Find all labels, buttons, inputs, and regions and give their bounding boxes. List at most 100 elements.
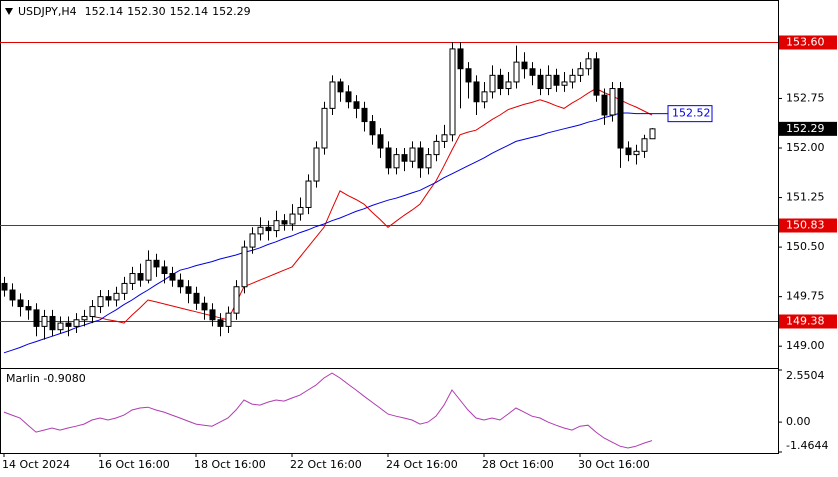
candle-body — [257, 226, 264, 235]
candle-body — [561, 81, 568, 86]
candle-body — [489, 74, 496, 93]
symbol-menu-icon — [5, 8, 13, 15]
candle-body — [465, 68, 472, 83]
candle-body — [145, 259, 152, 281]
candle-body — [401, 154, 408, 162]
ma-label-box — [667, 105, 713, 123]
symbol-title: USDJPY,H4 — [18, 5, 77, 18]
candle-body — [601, 94, 608, 116]
candle-body — [513, 61, 520, 83]
candle-body — [153, 259, 160, 268]
candle-body — [529, 68, 536, 76]
candle-body — [57, 322, 64, 331]
candle-body — [641, 138, 648, 152]
candle-body — [297, 206, 304, 215]
candle-body — [537, 74, 544, 90]
candle-body — [1, 282, 8, 291]
x-tick-label: 30 Oct 16:00 — [578, 458, 650, 471]
candle-body — [593, 58, 600, 96]
candle-body — [425, 154, 432, 169]
candle-body — [49, 315, 56, 331]
candle-body — [329, 81, 336, 109]
candle-body — [241, 246, 248, 288]
y-tick-label: 149.00 — [786, 339, 825, 352]
x-tick-label: 16 Oct 16:00 — [98, 458, 170, 471]
candle-body — [121, 282, 128, 294]
level-label: 153.60 — [786, 36, 825, 49]
y-tick-label: 149.75 — [786, 290, 825, 303]
candle-body — [193, 292, 200, 304]
x-tick-label: 14 Oct 2024 — [2, 458, 70, 471]
candle-body — [105, 296, 112, 301]
candle-body — [633, 150, 640, 156]
ohlc-value: 152.14 — [170, 5, 209, 18]
candle-body — [73, 319, 80, 327]
ohlc-value: 152.29 — [212, 5, 251, 18]
candle-body — [97, 296, 104, 308]
candle-body — [201, 302, 208, 311]
y-tick-label: 2.5504 — [786, 369, 825, 382]
candle-body — [393, 154, 400, 169]
candle-body — [585, 58, 592, 70]
moving-average — [91, 87, 653, 324]
candle-body — [161, 266, 168, 275]
moving-average — [3, 112, 652, 354]
candle-body — [129, 273, 136, 284]
x-tick-label: 28 Oct 16:00 — [482, 458, 554, 471]
candle-body — [497, 74, 504, 90]
indicator-title: Marlin -0.9080 — [6, 372, 86, 385]
candle-body — [449, 48, 456, 136]
y-tick-label: 0.00 — [786, 415, 811, 428]
candle-body — [617, 88, 624, 149]
candle-body — [265, 226, 272, 232]
level-label: 149.38 — [786, 315, 825, 328]
candle-body — [81, 315, 88, 321]
candle-body — [481, 91, 488, 103]
candle-body — [137, 273, 144, 281]
candle-body — [505, 81, 512, 90]
candle-body — [433, 140, 440, 156]
y-tick-label: -1.4644 — [786, 439, 828, 452]
candle-body — [89, 306, 96, 317]
candle-body — [169, 273, 176, 281]
candle-body — [417, 147, 424, 169]
y-tick-label: 151.25 — [786, 191, 825, 204]
ma-label: 152.52 — [672, 107, 711, 120]
level-label: 150.83 — [786, 219, 825, 232]
candle-body — [625, 147, 632, 156]
candle-body — [409, 147, 416, 162]
candle-body — [649, 128, 656, 140]
candle-body — [553, 74, 560, 86]
x-tick-label: 18 Oct 16:00 — [194, 458, 266, 471]
candle-body — [281, 220, 288, 225]
candle-body — [569, 74, 576, 83]
last-price-bg — [779, 121, 837, 136]
candle-body — [65, 322, 72, 327]
candle-body — [305, 180, 312, 208]
candle-body — [249, 233, 256, 248]
candle-body — [9, 289, 16, 301]
ohlc-value: 152.14 — [85, 5, 124, 18]
candle-body — [337, 81, 344, 93]
last-price-label: 152.29 — [786, 122, 825, 135]
candle-body — [217, 319, 224, 327]
candle-body — [313, 147, 320, 182]
y-tick-label: 150.50 — [786, 240, 825, 253]
candle-body — [473, 81, 480, 103]
candle-body — [369, 121, 376, 136]
x-tick-label: 24 Oct 16:00 — [386, 458, 458, 471]
candle-body — [289, 213, 296, 225]
candle-body — [577, 68, 584, 76]
candle-body — [17, 299, 24, 308]
candle-body — [33, 309, 40, 327]
candle-body — [457, 48, 464, 70]
chart-header: USDJPY,H4 152.14 152.30 152.14 152.29 — [18, 5, 251, 18]
candle-body — [41, 315, 48, 327]
ohlc-value: 152.30 — [127, 5, 166, 18]
candle-body — [609, 88, 616, 116]
candle-body — [209, 309, 216, 321]
candle-body — [113, 292, 120, 301]
candle-body — [441, 134, 448, 142]
indicator-line — [3, 372, 653, 449]
